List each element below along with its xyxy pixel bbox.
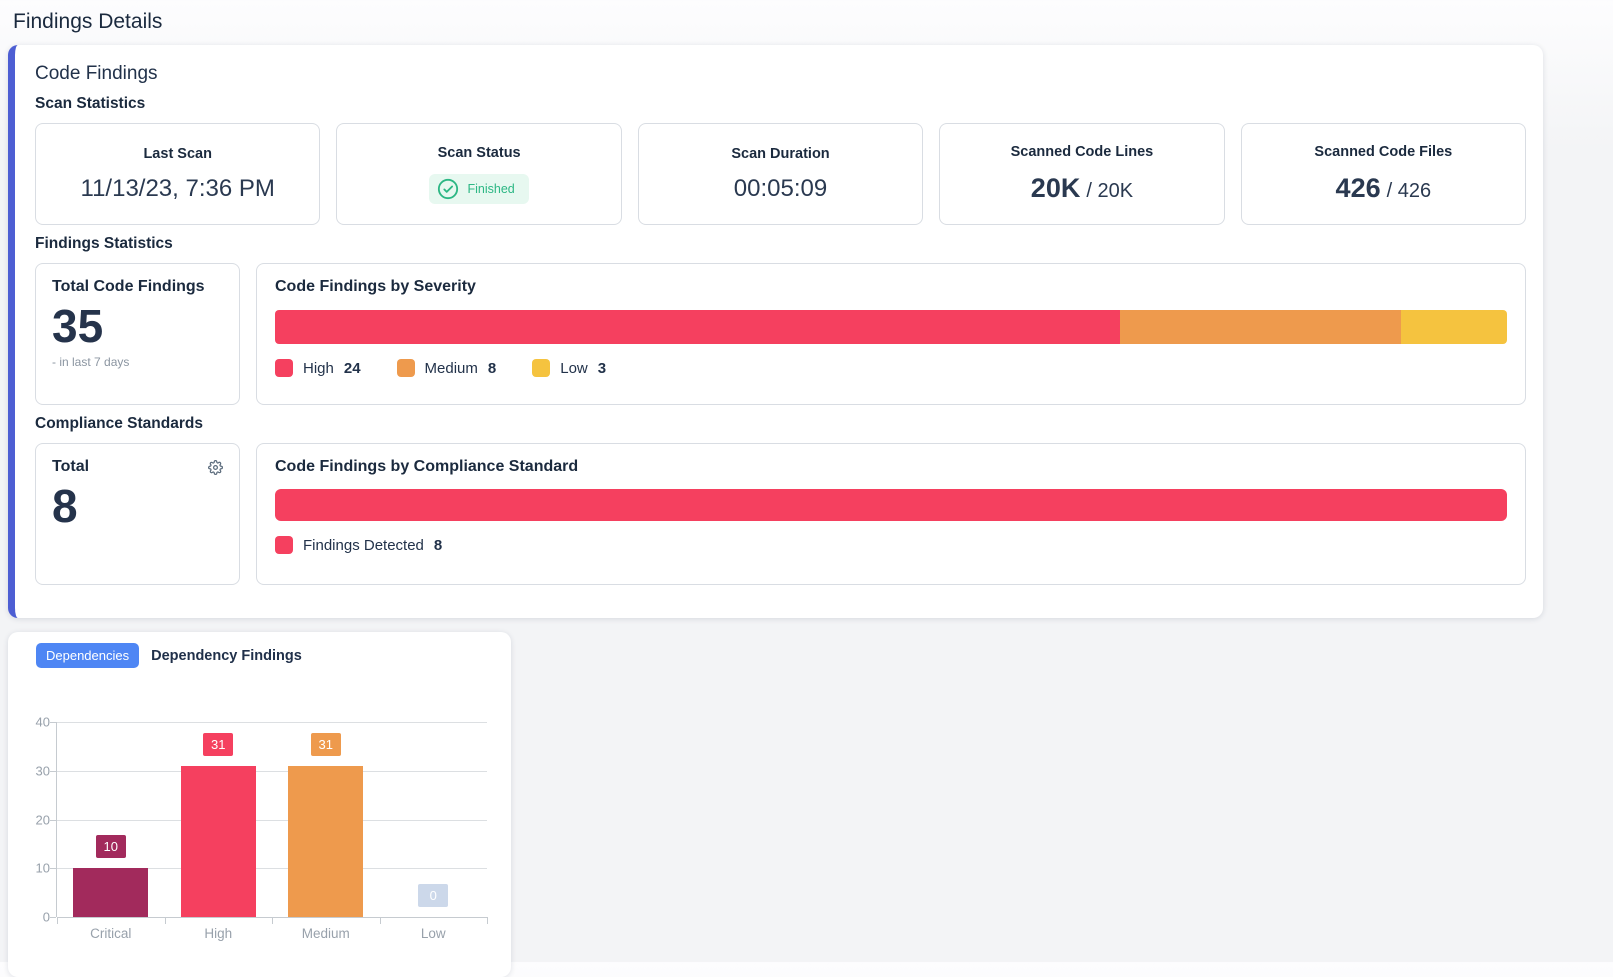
last-scan-label: Last Scan [143,145,212,162]
scan-statistics-row: Last Scan 11/13/23, 7:36 PM Scan Status … [35,123,1527,225]
total-code-findings-card: Total Code Findings 35 - in last 7 days [35,263,240,405]
compliance-bar [275,489,1507,521]
total-code-findings-value: 35 [52,300,104,352]
x-tick [57,917,58,924]
severity-legend: High 24 Medium 8 Low 3 [275,359,1507,377]
legend-swatch [532,359,551,377]
scanned-code-lines-value: 20K/ 20K [1030,173,1134,203]
scan-status-badge: Finished [429,173,529,204]
compliance-legend: Findings Detected 8 [275,536,1507,554]
legend-label: Low [560,359,588,377]
scanned-code-lines-label: Scanned Code Lines [1010,144,1154,160]
y-axis-label-20: 20 [35,812,50,827]
compliance-row: Total 8 Code Findings by Compliance Stan… [35,443,1526,585]
scanned-code-files-card: Scanned Code Files 426/ 426 [1240,123,1527,225]
y-axis-label-0: 0 [42,909,50,925]
legend-value: 24 [343,359,361,377]
legend-label: Findings Detected [303,536,424,554]
scan-status-value: Finished [467,181,515,196]
bar-medium [288,765,364,917]
scanned-code-lines-card: Scanned Code Lines 20K/ 20K [939,123,1225,225]
severity-chart-card: Code Findings by Severity High 24 Medium 8 L… [256,263,1526,405]
bar-value-critical: 10 [95,835,126,859]
legend-value: 8 [433,536,443,554]
scanned-code-files-value: 426/ 426 [1335,173,1432,203]
legend-item-medium: Medium 8 [396,359,497,377]
tab-dependencies[interactable]: Dependencies [36,643,140,668]
compliance-total-label: Total [52,458,90,475]
x-tick [164,917,166,924]
gridline-40 [57,722,487,723]
legend-swatch [275,359,293,377]
bar-value-medium: 31 [310,732,341,756]
findings-statistics-row: Total Code Findings 35 - in last 7 days … [35,263,1526,405]
x-axis-label-low: Low [420,926,446,941]
severity-segment-high [275,310,1120,344]
y-tick [50,770,56,772]
legend-label: High [303,359,334,377]
last-scan-value: 11/13/23, 7:36 PM [80,174,275,202]
total-code-findings-label: Total Code Findings [52,278,205,295]
y-axis-line [56,722,57,917]
bar-critical [73,868,149,917]
findings-statistics-heading: Findings Statistics [35,235,173,252]
gridline-30 [57,770,487,772]
scan-status-label: Scan Status [437,144,521,161]
last-scan-card: Last Scan 11/13/23, 7:36 PM [35,123,321,225]
compliance-total-value: 8 [52,480,78,532]
gridline-10 [57,868,487,870]
compliance-standards-heading: Compliance Standards [35,415,203,432]
bar-high [180,765,256,917]
legend-item-high: High 24 [275,359,361,377]
severity-segment-low [1401,310,1507,344]
x-axis-label-high: High [204,926,233,941]
legend-swatch [275,536,293,554]
dependencies-header: Dependencies Dependency Findings [8,632,511,668]
compliance-chart-card: Code Findings by Compliance Standard Fin… [256,443,1526,585]
gear-icon[interactable] [208,459,223,475]
y-axis-label-40: 40 [35,714,50,730]
dependency-chart-plot: 0 10 20 30 40 10 Critical 31 High 31 Medium 0 Low [36,715,488,941]
legend-value: 3 [597,359,607,377]
page-title: Findings Details [13,10,163,33]
dependencies-card: Dependencies Dependency Findings 0 10 20 30… [8,632,511,977]
legend-item-findings-detected: Findings Detected 8 [275,536,442,554]
x-axis-label-medium: Medium [301,926,350,941]
scan-duration-card: Scan Duration 00:05:09 [637,123,924,225]
y-axis-label-30: 30 [35,763,50,779]
severity-stacked-bar [275,310,1507,344]
y-tick [50,868,56,870]
scan-duration-label: Scan Duration [731,145,830,162]
y-tick [50,722,56,723]
tab-dependency-findings[interactable]: Dependency Findings [151,647,302,664]
bar-value-low: 0 [418,884,449,907]
x-tick [272,917,273,924]
compliance-total-card: Total 8 [35,443,240,585]
scanned-code-files-label: Scanned Code Files [1314,144,1453,160]
compliance-chart-title: Code Findings by Compliance Standard [275,458,579,475]
scan-statistics-heading: Scan Statistics [35,95,146,112]
check-circle-icon [437,178,459,200]
gridline-20 [57,819,487,821]
y-tick [50,917,56,918]
legend-item-low: Low 3 [532,359,606,377]
total-code-findings-subtext: - in last 7 days [52,354,130,369]
scan-duration-value: 00:05:09 [733,174,828,202]
x-tick [379,917,381,924]
code-findings-title: Code Findings [35,63,158,84]
severity-segment-medium [1119,310,1402,344]
severity-chart-title: Code Findings by Severity [275,278,476,295]
code-findings-card: Code Findings Scan Statistics Last Scan … [8,45,1543,618]
x-tick [487,917,488,924]
scan-status-card: Scan Status Finished [336,123,622,225]
legend-label: Medium [424,359,478,377]
bar-value-high: 31 [203,732,234,756]
legend-swatch [396,359,415,377]
x-axis-label-critical: Critical [90,926,132,941]
y-axis-label-10: 10 [35,860,50,876]
y-tick [50,819,56,821]
legend-value: 8 [487,359,497,377]
